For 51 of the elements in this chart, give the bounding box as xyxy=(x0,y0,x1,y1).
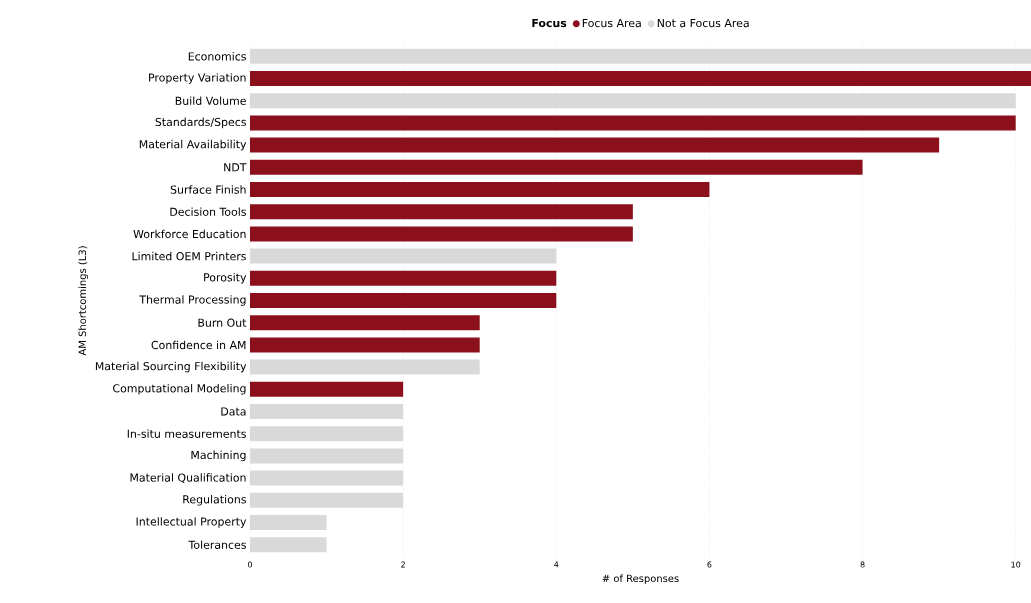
bar xyxy=(250,470,404,486)
y-tick-label: Material Sourcing Flexibility xyxy=(95,361,247,373)
bar xyxy=(250,270,557,286)
bar xyxy=(250,426,404,442)
bar xyxy=(250,115,1016,131)
bar xyxy=(250,137,940,153)
y-tick-label: Computational Modeling xyxy=(113,383,246,395)
y-tick-label: Decision Tools xyxy=(170,207,246,216)
y-axis-title: AM Shortcomings (L3) xyxy=(78,246,89,356)
bar xyxy=(250,315,480,331)
bar xyxy=(250,159,863,175)
y-tick-label: In-situ measurements xyxy=(127,429,246,438)
y-tick-label: Intellectual Property xyxy=(136,517,247,528)
y-tick-label: Material Availability xyxy=(139,139,247,151)
bar xyxy=(250,492,404,508)
y-tick-label: Property Variation xyxy=(149,73,246,84)
y-tick-label: Tolerances xyxy=(188,540,246,549)
y-tick-label: Economics xyxy=(188,52,246,61)
bar xyxy=(250,293,557,308)
y-tick-label: Porosity xyxy=(204,273,247,284)
bar xyxy=(250,93,1016,109)
y-tick-label: Machining xyxy=(191,450,246,462)
bar xyxy=(250,248,557,264)
y-tick-label: Standards/Specs xyxy=(155,117,246,129)
bar xyxy=(250,537,327,553)
y-tick-label: Material Qualification xyxy=(130,473,246,483)
bar xyxy=(250,48,1031,64)
y-tick-label: Limited OEM Printers xyxy=(132,251,246,261)
y-tick-label: Data xyxy=(221,407,246,416)
bar xyxy=(250,448,404,464)
bar xyxy=(250,71,1031,87)
legend-label: Focus Area xyxy=(582,19,641,28)
legend-title: Focus xyxy=(532,19,567,28)
y-tick-label: Thermal Processing xyxy=(139,295,246,306)
y-tick-label: Workforce Education xyxy=(133,229,246,239)
bar xyxy=(250,182,710,198)
bar xyxy=(250,359,480,375)
bar xyxy=(250,337,480,353)
bar xyxy=(250,404,404,419)
legend-label: Not a Focus Area xyxy=(657,19,749,28)
y-tick-label: Confidence in AM xyxy=(151,340,246,350)
bar xyxy=(250,226,633,242)
y-tick-label: Surface Finish xyxy=(170,185,246,194)
y-tick-label: Burn Out xyxy=(198,318,247,327)
y-tick-label: Regulations xyxy=(183,494,246,506)
y-tick-label: NDT xyxy=(224,163,247,172)
x-axis-title: # of Responses xyxy=(602,574,679,585)
bar xyxy=(250,381,404,397)
bar xyxy=(250,204,633,220)
bar xyxy=(250,514,327,530)
y-tick-label: Build Volume xyxy=(175,96,246,105)
